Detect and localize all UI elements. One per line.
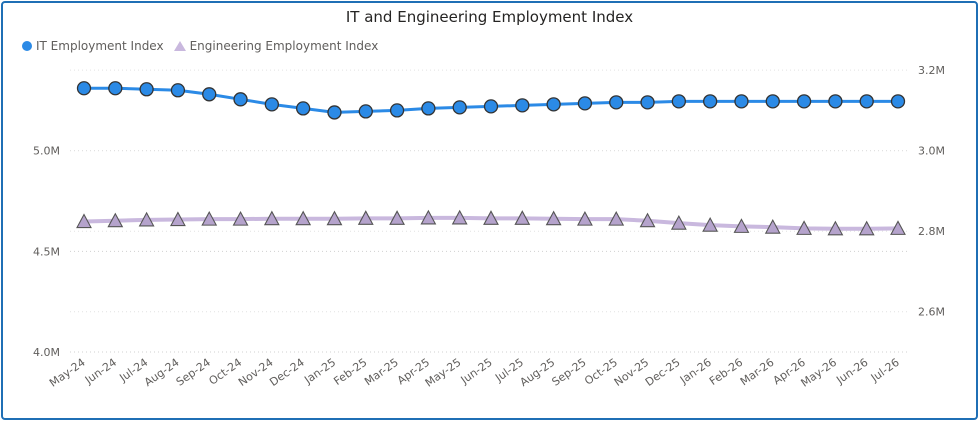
it-data-point [671, 94, 686, 109]
engineering-data-point [389, 210, 405, 225]
legend-label-it: IT Employment Index [36, 39, 164, 53]
y-right-tick-label: 2.6M [918, 306, 945, 319]
it-data-point [859, 94, 874, 109]
it-data-point [703, 94, 718, 109]
engineering-data-point [451, 209, 468, 225]
it-data-point [796, 94, 812, 109]
x-tick-label: Jun-26 [833, 356, 870, 387]
it-data-point [358, 104, 373, 119]
x-tick-label: Aug-25 [518, 356, 558, 389]
it-data-point [515, 98, 530, 113]
engineering-data-point [733, 218, 750, 233]
legend-item-engineering[interactable]: Engineering Employment Index [173, 39, 379, 53]
it-data-point [389, 103, 405, 118]
engineering-data-point [76, 213, 92, 229]
it-data-point [546, 97, 561, 112]
it-data-point [327, 105, 342, 120]
engineering-data-point [639, 212, 656, 228]
x-tick-label: Mar-25 [362, 356, 401, 388]
x-tick-label: Dec-24 [267, 356, 307, 389]
it-data-point [734, 94, 749, 109]
triangle-marker-icon [173, 41, 186, 51]
engineering-data-point [326, 210, 343, 226]
x-tick-label: Jun-25 [458, 356, 495, 387]
legend-label-engineering: Engineering Employment Index [189, 39, 379, 53]
y-left-tick-label: 5.0M [33, 145, 60, 158]
x-tick-label: Nov-25 [612, 356, 652, 389]
chart-title: IT and Engineering Employment Index [345, 8, 634, 26]
it-data-point [577, 96, 593, 111]
x-tick-label: Feb-26 [707, 356, 745, 388]
it-data-point [296, 101, 311, 116]
it-data-point [76, 81, 92, 96]
engineering-data-point [514, 210, 531, 225]
it-data-point [421, 101, 436, 116]
x-tick-label: Jun-24 [82, 356, 119, 387]
y-right-tick-label: 2.8M [918, 225, 945, 238]
engineering-data-point [827, 220, 844, 236]
it-data-point [202, 87, 217, 102]
engineering-data-point [170, 211, 186, 227]
x-tick-label: Mar-26 [738, 356, 777, 388]
it-data-point [139, 82, 154, 97]
y-right-tick-label: 3.0M [918, 145, 945, 158]
engineering-data-point [764, 219, 781, 234]
legend-item-it[interactable]: IT Employment Index [22, 39, 164, 53]
y-right-tick-label: 3.2M [918, 64, 945, 77]
x-tick-label: Sep-24 [174, 356, 213, 389]
engineering-data-point [577, 210, 593, 226]
it-data-point [765, 94, 780, 109]
engineering-data-point [201, 210, 218, 226]
it-data-point [828, 94, 843, 109]
engineering-data-point [263, 210, 280, 226]
engineering-data-point [545, 210, 562, 226]
x-tick-label: Sep-25 [549, 356, 588, 389]
it-data-point [264, 97, 279, 112]
y-left-tick-label: 4.0M [33, 346, 60, 359]
it-data-point [640, 95, 655, 110]
y-left-tick-label: 4.5M [33, 245, 60, 258]
engineering-data-point [483, 210, 499, 225]
x-tick-label: Nov-24 [236, 356, 276, 389]
engineering-data-point [796, 220, 812, 235]
it-data-point [609, 95, 624, 110]
it-data-point [108, 81, 123, 96]
engineering-data-point [295, 210, 312, 226]
circle-marker-icon [22, 41, 32, 51]
x-tick-label: Dec-25 [643, 356, 683, 389]
engineering-data-point [890, 220, 906, 235]
it-data-point [233, 92, 248, 107]
engineering-data-point [357, 210, 374, 225]
engineering-data-point [702, 216, 719, 232]
x-tick-label: May-25 [423, 356, 464, 390]
it-data-point [483, 99, 499, 114]
engineering-data-point [107, 212, 124, 228]
engineering-data-point [138, 211, 155, 227]
it-data-point [890, 94, 906, 109]
it-data-point [170, 83, 186, 98]
engineering-data-point [608, 210, 625, 226]
engineering-data-point [420, 209, 437, 225]
engineering-data-point [858, 220, 875, 236]
x-tick-label: Jan-25 [301, 356, 338, 387]
it-data-point [452, 100, 467, 115]
x-tick-label: May-26 [798, 356, 839, 390]
x-tick-label: Jul-26 [868, 356, 902, 385]
x-tick-label: Jan-26 [677, 356, 714, 387]
x-tick-label: Aug-24 [142, 356, 182, 389]
legend: IT Employment Index Engineering Employme… [22, 39, 384, 53]
engineering-data-point [232, 210, 249, 226]
engineering-data-point [670, 214, 687, 230]
x-tick-label: Feb-25 [331, 356, 369, 388]
x-tick-label: May-24 [47, 356, 88, 390]
